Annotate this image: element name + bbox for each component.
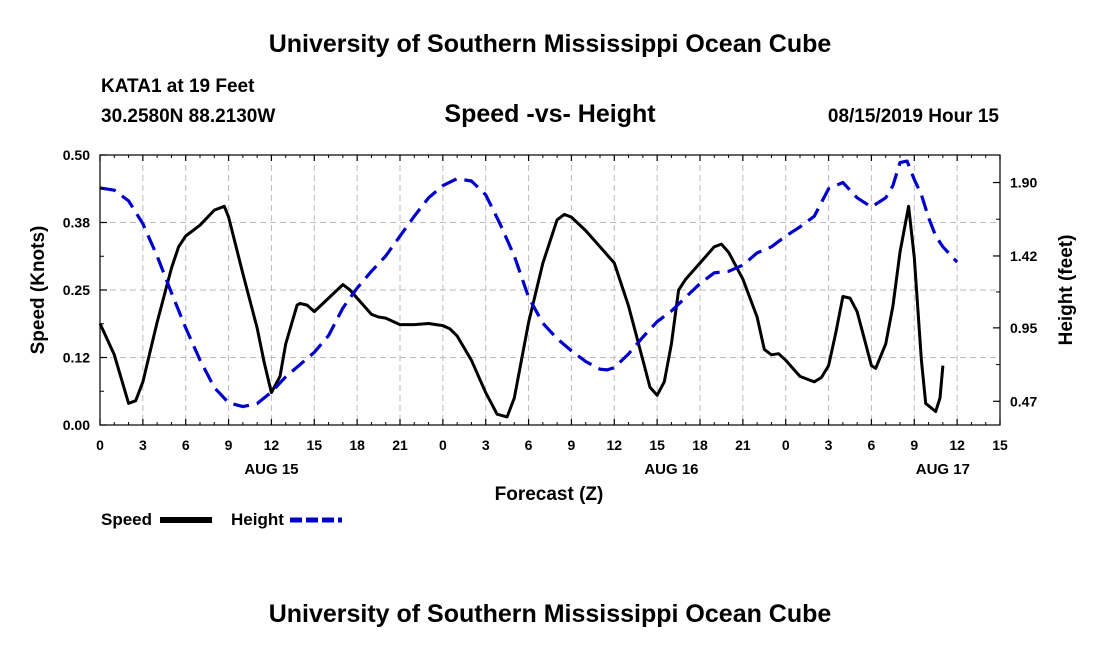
series-layer xyxy=(98,159,959,419)
day-label: AUG 16 xyxy=(644,461,698,478)
y2-tick-label: 1.90 xyxy=(1010,175,1037,191)
grid-lines xyxy=(100,155,1000,425)
x-tick-label: 18 xyxy=(692,437,708,453)
legend-height-label: Height xyxy=(231,510,284,529)
x-tick-label: 9 xyxy=(568,437,576,453)
speed-series-line xyxy=(98,204,945,419)
station-label: KATA1 at 19 Feet xyxy=(101,76,255,97)
x-tick-label: 12 xyxy=(606,437,622,453)
y2-tick-label: 0.47 xyxy=(1010,393,1037,409)
x-tick-label: 15 xyxy=(649,437,665,453)
x-tick-label: 15 xyxy=(992,437,1008,453)
x-tick-label: 0 xyxy=(96,437,104,453)
x-tick-label: 3 xyxy=(825,437,833,453)
x-tick-label: 6 xyxy=(868,437,876,453)
x-axis-label: Forecast (Z) xyxy=(495,484,604,505)
x-tick-label: 0 xyxy=(782,437,790,453)
chart-title: Speed -vs- Height xyxy=(444,100,656,128)
page-title: University of Southern Mississippi Ocean… xyxy=(268,30,832,58)
y-axis-label: Speed (Knots) xyxy=(28,226,49,355)
height-series-line xyxy=(99,159,959,409)
x-tick-label: 9 xyxy=(910,437,918,453)
y-tick-label: 0.50 xyxy=(63,147,90,163)
x-tick-label: 6 xyxy=(525,437,533,453)
x-tick-label: 3 xyxy=(482,437,490,453)
day-label: AUG 17 xyxy=(916,461,970,478)
legend-speed-label: Speed xyxy=(101,510,152,529)
y-tick-label: 0.25 xyxy=(63,282,90,298)
x-tick-label: 12 xyxy=(264,437,280,453)
y2-axis-label: Height (feet) xyxy=(1056,235,1077,346)
x-tick-label: 21 xyxy=(392,437,408,453)
axes: 0 3 6 9 12 15 18 21 0 3 6 9 12 15 18 21 0 3 6 9 12 15 0.00 0.12… xyxy=(63,147,1038,478)
y2-tick-label: 1.42 xyxy=(1010,248,1037,264)
x-tick-label: 3 xyxy=(139,437,147,453)
x-tick-label: 18 xyxy=(349,437,365,453)
station-coordinates: 30.2580N 88.2130W xyxy=(101,106,276,127)
forecast-datetime: 08/15/2019 Hour 15 xyxy=(827,106,999,127)
day-label: AUG 15 xyxy=(244,461,298,478)
x-tick-label: 9 xyxy=(225,437,233,453)
x-tick-label: 0 xyxy=(439,437,447,453)
legend: Speed Height xyxy=(101,510,342,529)
x-tick-label: 15 xyxy=(306,437,322,453)
y-tick-label: 0.38 xyxy=(63,215,90,231)
y2-tick-label: 0.95 xyxy=(1010,320,1037,336)
x-tick-label: 12 xyxy=(949,437,965,453)
x-tick-label: 6 xyxy=(182,437,190,453)
x-tick-label: 21 xyxy=(735,437,751,453)
y-tick-label: 0.00 xyxy=(63,417,90,433)
page-footer-title: University of Southern Mississippi Ocean… xyxy=(268,600,832,628)
y-tick-label: 0.12 xyxy=(63,350,90,366)
